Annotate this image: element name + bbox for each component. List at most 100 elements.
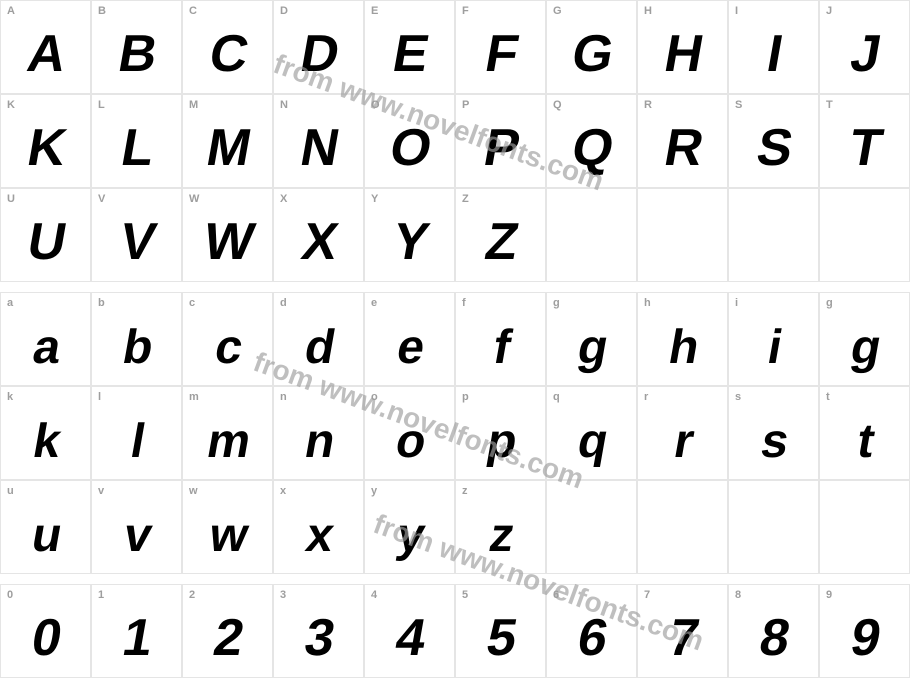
glyph-cell-label: O (371, 99, 380, 111)
glyph: r (670, 418, 695, 466)
glyph-cell-label: 2 (189, 589, 195, 601)
glyph: z (485, 512, 515, 560)
glyph-cell-label: P (462, 99, 469, 111)
glyph: 1 (118, 612, 154, 664)
glyph-cell-label: q (553, 391, 560, 403)
spacer-row (0, 282, 910, 292)
glyph: 7 (664, 612, 700, 664)
glyph-cell: TT (819, 94, 910, 188)
glyph-cell-label: h (644, 297, 651, 309)
glyph-cell: yy (364, 480, 455, 574)
glyph: e (393, 324, 426, 372)
glyph-cell-label: a (7, 297, 13, 309)
glyph: k (29, 418, 62, 466)
glyph: X (298, 216, 340, 268)
glyph-cell-label: t (826, 391, 830, 403)
glyph-cell: NN (273, 94, 364, 188)
glyph: s (757, 418, 790, 466)
glyph-cell-label: B (98, 5, 106, 17)
glyph-cell-label: 1 (98, 589, 104, 601)
glyph-cell-label: H (644, 5, 652, 17)
glyph: q (574, 418, 610, 466)
glyph-cell: vv (91, 480, 182, 574)
glyph: l (127, 418, 147, 466)
glyph: 6 (573, 612, 609, 664)
glyph-cell: ii (728, 292, 819, 386)
glyph-cell-label: F (462, 5, 469, 17)
glyph-chart-grid: AABBCCDDEEFFGGHHIIJJKKLLMMNNOOPPQQRRSSTT… (0, 0, 910, 678)
glyph-cell-empty (819, 480, 910, 574)
glyph: u (28, 512, 64, 560)
glyph: 8 (755, 612, 791, 664)
glyph-cell: bb (91, 292, 182, 386)
glyph-cell-label: E (371, 5, 378, 17)
glyph-cell: cc (182, 292, 273, 386)
glyph-cell: ZZ (455, 188, 546, 282)
glyph-cell-label: g (553, 297, 560, 309)
glyph-cell-label: g (826, 297, 833, 309)
glyph-cell: WW (182, 188, 273, 282)
glyph-cell: GG (546, 0, 637, 94)
glyph: H (660, 28, 705, 80)
glyph-cell: RR (637, 94, 728, 188)
glyph-cell-label: 3 (280, 589, 286, 601)
glyph-cell-label: v (98, 485, 104, 497)
glyph-cell-label: W (189, 193, 199, 205)
glyph-cell: hh (637, 292, 728, 386)
glyph: d (301, 324, 337, 372)
glyph-cell-label: i (735, 297, 738, 309)
glyph-cell: 44 (364, 584, 455, 678)
glyph-cell-label: A (7, 5, 15, 17)
glyph: B (114, 28, 159, 80)
glyph: Q (568, 122, 616, 174)
glyph-cell-label: 6 (553, 589, 559, 601)
glyph: U (23, 216, 68, 268)
glyph-cell-label: m (189, 391, 199, 403)
glyph: g (847, 324, 883, 372)
glyph: P (480, 122, 522, 174)
glyph-cell: JJ (819, 0, 910, 94)
glyph: S (753, 122, 795, 174)
glyph-cell: pp (455, 386, 546, 480)
glyph-cell: ss (728, 386, 819, 480)
glyph-cell: nn (273, 386, 364, 480)
glyph-cell: BB (91, 0, 182, 94)
glyph-cell: AA (0, 0, 91, 94)
glyph-cell-label: R (644, 99, 652, 111)
glyph-cell-label: Y (371, 193, 378, 205)
glyph: L (117, 122, 156, 174)
glyph-cell-empty (546, 480, 637, 574)
glyph-cell: CC (182, 0, 273, 94)
glyph-cell-label: Z (462, 193, 469, 205)
glyph-cell-label: T (826, 99, 833, 111)
glyph-cell: gg (819, 292, 910, 386)
glyph-cell-empty (637, 188, 728, 282)
glyph-cell: PP (455, 94, 546, 188)
glyph-cell-label: l (98, 391, 101, 403)
glyph-cell-label: x (280, 485, 286, 497)
glyph-cell: OO (364, 94, 455, 188)
glyph-cell: uu (0, 480, 91, 574)
glyph-cell-label: X (280, 193, 287, 205)
glyph-cell: ee (364, 292, 455, 386)
glyph-cell-label: U (7, 193, 15, 205)
glyph: Y (389, 216, 431, 268)
glyph: 2 (209, 612, 245, 664)
glyph: 3 (300, 612, 336, 664)
glyph: E (389, 28, 431, 80)
glyph-cell: tt (819, 386, 910, 480)
glyph-cell: II (728, 0, 819, 94)
glyph-cell-label: y (371, 485, 377, 497)
glyph: C (205, 28, 250, 80)
glyph-cell: 55 (455, 584, 546, 678)
glyph-cell-label: w (189, 485, 198, 497)
glyph-cell: YY (364, 188, 455, 282)
glyph: h (665, 324, 701, 372)
glyph: w (206, 512, 250, 560)
glyph-cell: UU (0, 188, 91, 282)
glyph-cell: 22 (182, 584, 273, 678)
glyph: T (845, 122, 884, 174)
glyph: R (660, 122, 705, 174)
glyph-cell: HH (637, 0, 728, 94)
glyph-cell-label: G (553, 5, 562, 17)
